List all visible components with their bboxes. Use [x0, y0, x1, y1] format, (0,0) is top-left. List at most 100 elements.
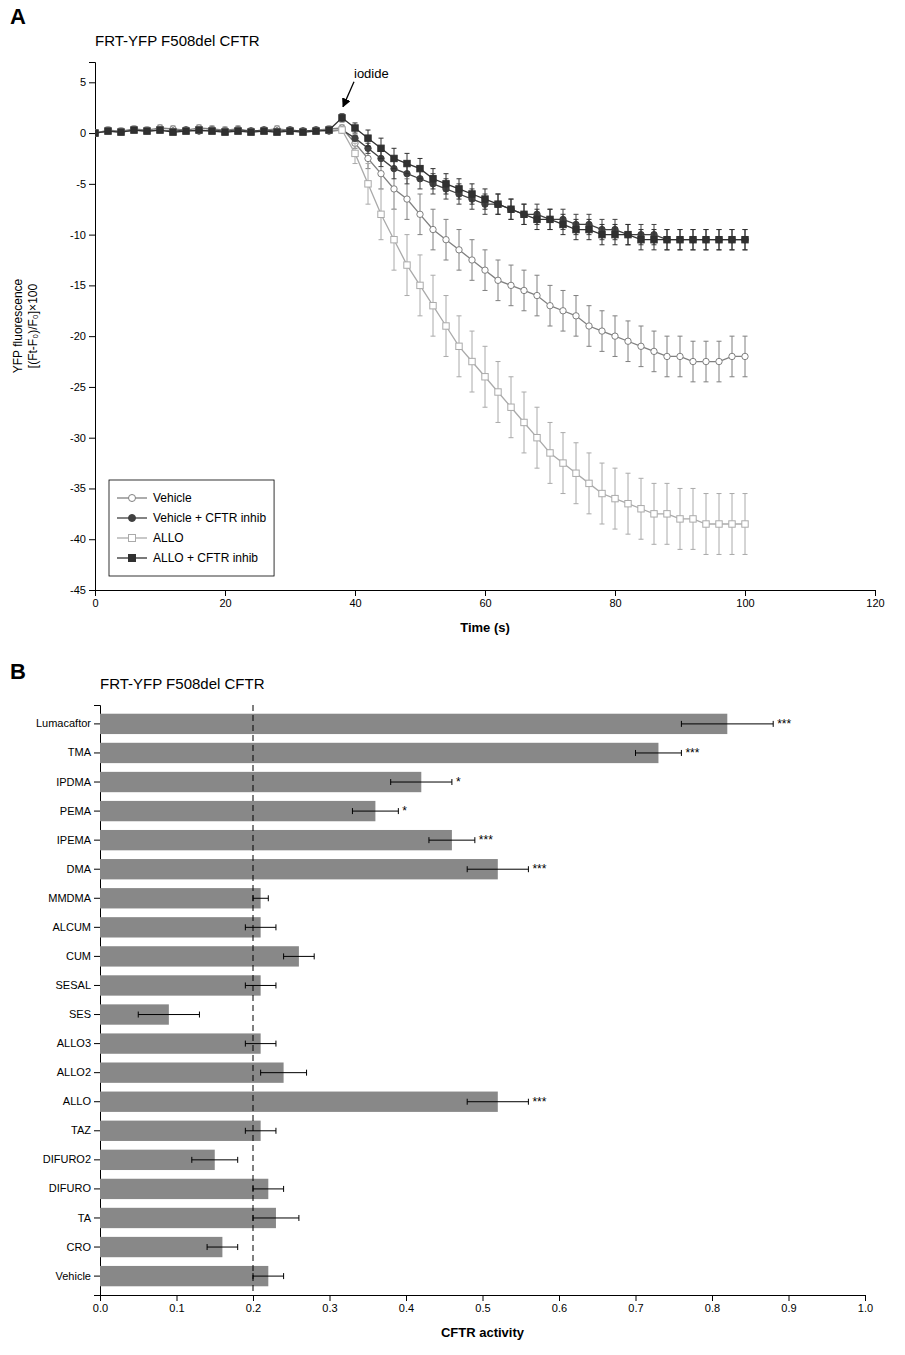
marker — [313, 128, 319, 134]
legend-item: Vehicle — [117, 491, 192, 505]
tick: CUM — [66, 950, 100, 962]
tick: IPEMA — [57, 834, 100, 846]
marker — [404, 262, 410, 268]
error-bar — [743, 336, 748, 377]
error-bar — [743, 230, 748, 250]
tick-mark — [94, 927, 100, 928]
marker — [495, 277, 501, 283]
tick-label: TAZ — [71, 1124, 91, 1136]
marker — [677, 353, 683, 359]
marker — [183, 128, 189, 134]
tick-mark — [330, 1295, 331, 1301]
x-axis-title: Time (s) — [460, 620, 510, 635]
tick-mark — [94, 1043, 100, 1044]
legend-label: Vehicle — [153, 491, 192, 505]
error-bar — [496, 362, 501, 423]
marker — [677, 236, 683, 242]
tick: ALLO — [63, 1095, 100, 1107]
error-bar — [470, 240, 475, 281]
tick-label: 5 — [80, 76, 86, 88]
marker — [716, 521, 722, 527]
series-line — [95, 128, 745, 362]
error-bar — [366, 130, 371, 146]
error-bar — [743, 494, 748, 555]
error-bar — [405, 153, 410, 173]
marker — [729, 521, 735, 527]
marker — [560, 308, 566, 314]
tick-label: MMDMA — [48, 892, 91, 904]
error-bar — [691, 488, 696, 549]
error-bar — [665, 230, 670, 250]
tick-label: DIFURO — [49, 1182, 92, 1194]
tick: ALLO2 — [57, 1066, 100, 1078]
bar — [100, 1033, 261, 1053]
tick: DIFURO2 — [43, 1153, 100, 1165]
panel-label: B — [10, 659, 26, 684]
annotation: iodide — [354, 66, 389, 81]
marker — [508, 206, 514, 212]
marker — [573, 470, 579, 476]
error-bar — [681, 721, 773, 727]
significance-label: *** — [532, 862, 546, 876]
marker — [352, 135, 358, 141]
marker — [144, 128, 150, 134]
error-bar — [535, 407, 540, 468]
error-bar — [366, 164, 371, 205]
error-bar — [379, 189, 384, 240]
marker — [417, 165, 423, 171]
tick: CRO — [67, 1241, 100, 1253]
marker — [703, 521, 709, 527]
marker — [560, 460, 566, 466]
marker — [482, 267, 488, 273]
marker — [365, 135, 371, 141]
tick: 0.4 — [399, 1295, 414, 1314]
error-bar — [730, 494, 735, 555]
tick-mark — [94, 1159, 100, 1160]
tick: 0.7 — [628, 1295, 643, 1314]
error-bar — [483, 189, 488, 209]
error-bar — [613, 316, 618, 357]
error-bar — [119, 129, 124, 135]
error-bar — [245, 1041, 276, 1047]
error-bar — [253, 1186, 284, 1192]
tick: 0 — [92, 590, 98, 609]
marker — [378, 145, 384, 151]
bar — [100, 946, 299, 966]
error-bar — [245, 1128, 276, 1134]
plot-area: 02040608010012050-5-10-15-20-25-30-35-40… — [11, 32, 885, 635]
error-bar — [223, 129, 228, 135]
error-bar — [509, 377, 514, 438]
marker — [131, 127, 137, 133]
marker — [235, 128, 241, 134]
legend-item: ALLO + CFTR inhib — [117, 551, 258, 565]
error-bar — [665, 483, 670, 544]
marker — [274, 129, 280, 135]
tick-mark — [355, 590, 356, 596]
marker — [573, 313, 579, 319]
error-bar — [600, 224, 605, 244]
significance-label: *** — [479, 833, 493, 847]
tick-mark — [94, 898, 100, 899]
bar — [100, 975, 261, 995]
tick-mark — [89, 184, 95, 185]
marker — [508, 404, 514, 410]
marker — [716, 236, 722, 242]
error-bar — [431, 275, 436, 336]
marker — [261, 128, 267, 134]
tick-label: 1.0 — [858, 1302, 873, 1314]
error-bar — [704, 230, 709, 250]
series-line — [95, 118, 745, 240]
error-bar — [678, 230, 683, 250]
marker — [443, 236, 449, 242]
error-bar — [587, 453, 592, 514]
marker — [547, 302, 553, 308]
tick: 0.9 — [781, 1295, 796, 1314]
error-bar — [249, 129, 254, 135]
bar — [100, 1092, 498, 1112]
tick-label: -40 — [70, 533, 86, 545]
marker — [729, 236, 735, 242]
error-bar — [535, 209, 540, 229]
marker — [625, 231, 631, 237]
tick-label: 40 — [349, 597, 361, 609]
marker — [729, 236, 735, 242]
